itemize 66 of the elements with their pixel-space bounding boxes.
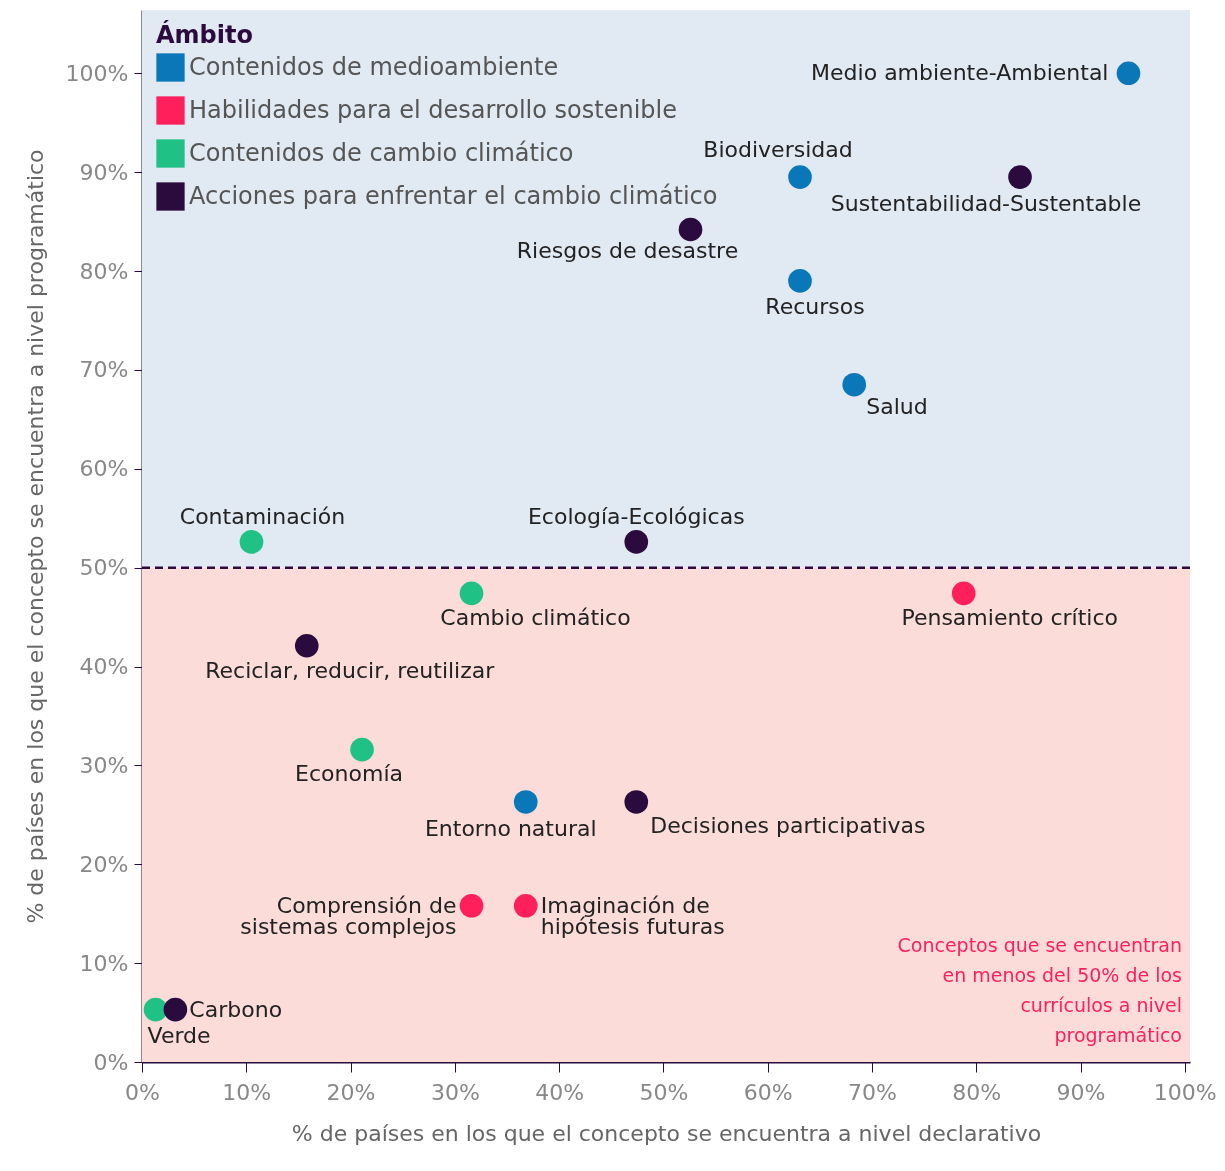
point — [513, 790, 538, 814]
y-tick-label: 0% — [93, 1049, 129, 1075]
y-tick-label: 60% — [79, 456, 129, 482]
x-tick-label: 10% — [222, 1079, 272, 1105]
band-label: Conceptos que se encuentran en menos del 50% de los currículos a nivel programático — [897, 934, 1182, 1046]
annotation: Entorno natural — [424, 815, 597, 841]
annotation: Medio ambiente-Ambiental — [811, 60, 1109, 86]
legend-title: Ámbito — [156, 20, 253, 49]
legend-label: Contenidos de medioambiente — [189, 52, 559, 81]
legend-label: Acciones para enfrentar el cambio climático — [189, 181, 718, 210]
x-tick-label: 20% — [326, 1079, 376, 1105]
annotation: Sustentabilidad-Sustentable — [830, 191, 1142, 217]
annotation: Salud — [866, 393, 928, 419]
annotation: Cambio climático — [440, 605, 631, 631]
y-tick-label: 30% — [79, 752, 129, 778]
point — [842, 372, 867, 397]
x-tick-label: 70% — [848, 1079, 897, 1105]
point — [1008, 165, 1032, 189]
x-tick-label: 90% — [1056, 1079, 1106, 1105]
x-tick-label: 50% — [639, 1079, 689, 1105]
annotation: Ecología-Ecológicas — [527, 503, 745, 529]
y-tick-label: 70% — [79, 357, 129, 383]
point — [143, 997, 168, 1022]
y-tick-label: 50% — [79, 555, 129, 581]
y-tick-label: 90% — [79, 159, 129, 185]
y-axis-title: % de países en los que el concepto se encuentra a nivel programático — [22, 149, 48, 924]
y-tick-label: 10% — [79, 950, 129, 976]
annotation: Imaginación de hipótesis futuras — [540, 892, 725, 939]
point — [788, 165, 812, 189]
y-tick-label: 40% — [79, 654, 129, 680]
point — [678, 217, 703, 242]
point — [951, 581, 976, 606]
legend-label: Contenidos de cambio climático — [189, 138, 574, 167]
annotation: Economía — [295, 760, 403, 786]
point — [350, 737, 374, 762]
point — [1116, 61, 1141, 86]
point — [788, 269, 812, 293]
annotation: Pensamiento crítico — [901, 605, 1118, 631]
annotation: Comprensión de sistemas complejos — [240, 892, 457, 939]
annotation: Decisiones participativas — [650, 812, 926, 838]
x-tick-label: 60% — [743, 1079, 793, 1105]
point — [459, 893, 484, 918]
annotation: Carbono — [189, 996, 283, 1022]
y-tick-label: 100% — [65, 60, 129, 86]
annotation: Contaminación — [179, 503, 346, 529]
annotation: Riesgos de desastre — [516, 238, 739, 264]
x-tick-label: 40% — [535, 1079, 585, 1105]
x-tick-label: 30% — [430, 1079, 480, 1105]
point — [624, 530, 649, 554]
point — [513, 893, 538, 918]
y-tick-label: 20% — [79, 851, 129, 877]
legend-label: Habilidades para el desarrollo sostenible — [189, 95, 678, 124]
x-tick-label: 0% — [125, 1079, 160, 1105]
y-tick-label: 80% — [79, 258, 129, 284]
point — [624, 790, 649, 814]
x-tick-label: 100% — [1153, 1079, 1217, 1105]
point — [163, 997, 188, 1022]
point — [294, 633, 319, 658]
x-tick-label: 80% — [952, 1079, 1002, 1105]
point — [459, 581, 484, 606]
annotation: Recursos — [765, 293, 865, 319]
annotation: Reciclar, reducir, reutilizar — [205, 657, 496, 683]
annotation: Biodiversidad — [703, 137, 853, 163]
annotation: Verde — [147, 1022, 211, 1048]
point — [239, 530, 264, 554]
x-axis-title: % de países en los que el concepto se encuentra a nivel declarativo — [291, 1120, 1042, 1146]
